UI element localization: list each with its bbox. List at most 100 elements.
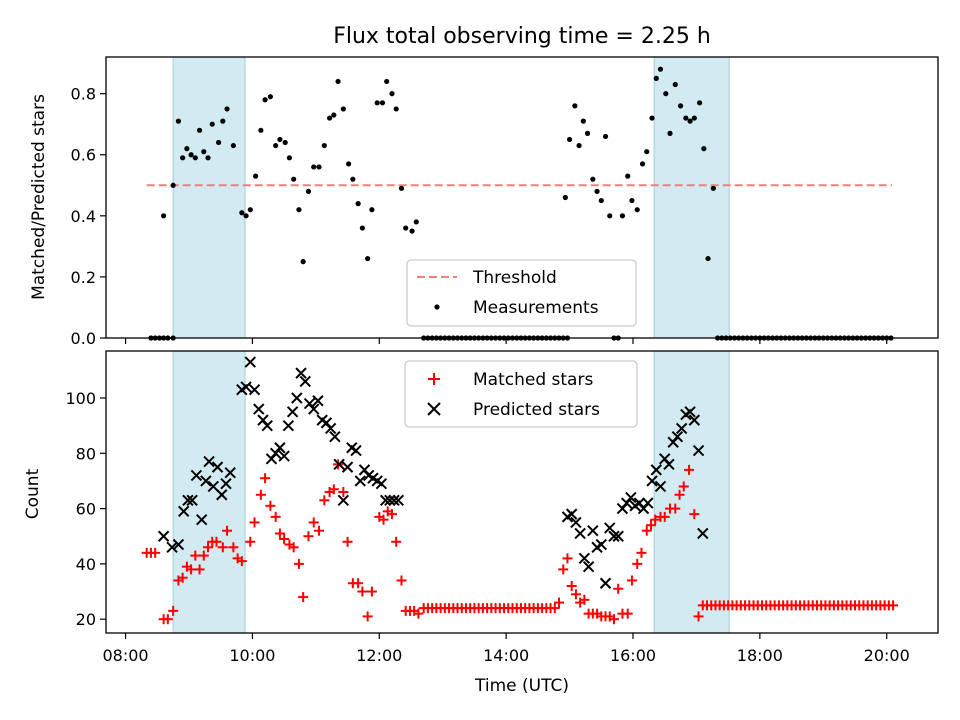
matched-star-point [211, 536, 222, 547]
measurements-legend-swatch [434, 304, 440, 310]
predicted-star-point [654, 480, 667, 493]
matched-star-point [396, 575, 407, 586]
predicted-stars-legend-label: Predicted stars [473, 400, 600, 420]
matched-star-point [314, 525, 325, 536]
matched-star-point [245, 536, 256, 547]
measurement-point [321, 142, 327, 149]
measurement-point [205, 155, 211, 161]
measurement-point [277, 136, 283, 143]
measurement-point [379, 100, 386, 106]
measurement-point [607, 213, 613, 219]
measurement-point [224, 106, 230, 112]
matched-star-point [249, 517, 260, 528]
measurement-point [340, 106, 346, 112]
predicted-star-point [207, 480, 220, 493]
x-tick-label: 20:00 [864, 646, 910, 665]
y-tick-label: 0.6 [71, 146, 96, 165]
predicted-star-point [341, 461, 354, 473]
matched-stars-legend-label: Matched stars [473, 370, 593, 390]
measurement-point [365, 255, 371, 262]
predicted-star-point [216, 489, 228, 501]
measurement-point [243, 213, 249, 219]
predicted-star-point [582, 560, 595, 573]
predicted-star-point [312, 395, 324, 407]
matched-star-point [579, 594, 590, 605]
matched-star-point [650, 514, 661, 525]
top-chart-title: Flux total observing time = 2.25 h [333, 24, 711, 49]
x-tick-label: 14:00 [483, 646, 529, 665]
matched-star-point [308, 517, 319, 528]
matched-stars-legend-swatch [428, 373, 440, 385]
predicted-star-point [350, 444, 362, 457]
predicted-star-point [203, 455, 215, 468]
predicted-star-point [295, 367, 307, 379]
predicted-star-point [329, 430, 341, 443]
measurement-point [296, 207, 302, 213]
predicted-star-point [663, 458, 675, 471]
matched-star-point [217, 542, 228, 553]
predicted-star-point [392, 494, 405, 507]
predicted-star-point [195, 513, 208, 526]
bottom-y-axis-label: Count [23, 468, 43, 519]
measurement-point [566, 136, 573, 143]
predicted-star-point [595, 538, 607, 551]
matched-star-point [150, 547, 161, 558]
predicted-star-point [200, 475, 212, 487]
predicted-star-point [599, 577, 612, 589]
measurement-point [691, 115, 697, 121]
matched-star-point [353, 578, 364, 589]
y-tick-label: 0.8 [71, 85, 96, 104]
measurement-point [230, 142, 236, 149]
matched-star-point [641, 525, 652, 536]
top-highlight-bands [172, 56, 730, 339]
measurement-point [653, 75, 659, 81]
measurement-point [409, 228, 415, 234]
predicted-star-point [308, 403, 320, 415]
matched-star-point [549, 603, 560, 614]
matched-stars-layer [141, 459, 899, 625]
matched-star-point [362, 611, 373, 622]
predicted-star-point [375, 477, 388, 490]
measurement-point [346, 161, 352, 167]
predicted-star-point [211, 461, 224, 473]
top-x-ticks [124, 338, 888, 344]
predicted-star-point [248, 383, 261, 396]
predicted-star-point [282, 419, 295, 432]
matched-star-point [298, 592, 309, 603]
measurement-point [215, 139, 222, 146]
measurement-point [639, 161, 646, 167]
measurement-point [273, 142, 279, 149]
measurement-point [161, 213, 167, 219]
matched-star-point [342, 536, 353, 547]
predicted-star-point [604, 522, 616, 534]
predicted-star-point [650, 464, 662, 476]
top-legend: Threshold Measurements [406, 259, 637, 327]
bottom-highlight-bands [172, 350, 730, 634]
predicted-star-point [587, 524, 599, 537]
top-plot-frame [105, 56, 939, 339]
predicted-star-point [244, 356, 257, 368]
measurement-point [239, 210, 245, 216]
measurement-point [311, 164, 317, 170]
predicted-star-point [261, 419, 273, 432]
measurement-point [598, 197, 604, 204]
matched-star-point [566, 581, 577, 591]
predicted-star-point [688, 414, 701, 426]
predicted-stars-layer [157, 356, 709, 589]
measurement-point [267, 94, 273, 100]
matched-star-point [190, 550, 201, 561]
predicted-star-point [608, 530, 620, 542]
matched-star-point [328, 484, 339, 495]
measurement-point [625, 173, 631, 179]
matched-star-point [636, 547, 647, 558]
measurement-point [663, 91, 669, 97]
predicted-star-point [379, 494, 392, 507]
measurement-point [201, 149, 207, 155]
predicted-star-point [675, 422, 688, 435]
predicted-star-point [291, 392, 303, 404]
matched-star-point [260, 473, 271, 484]
measurement-point [175, 118, 182, 124]
highlight-band [653, 350, 730, 634]
